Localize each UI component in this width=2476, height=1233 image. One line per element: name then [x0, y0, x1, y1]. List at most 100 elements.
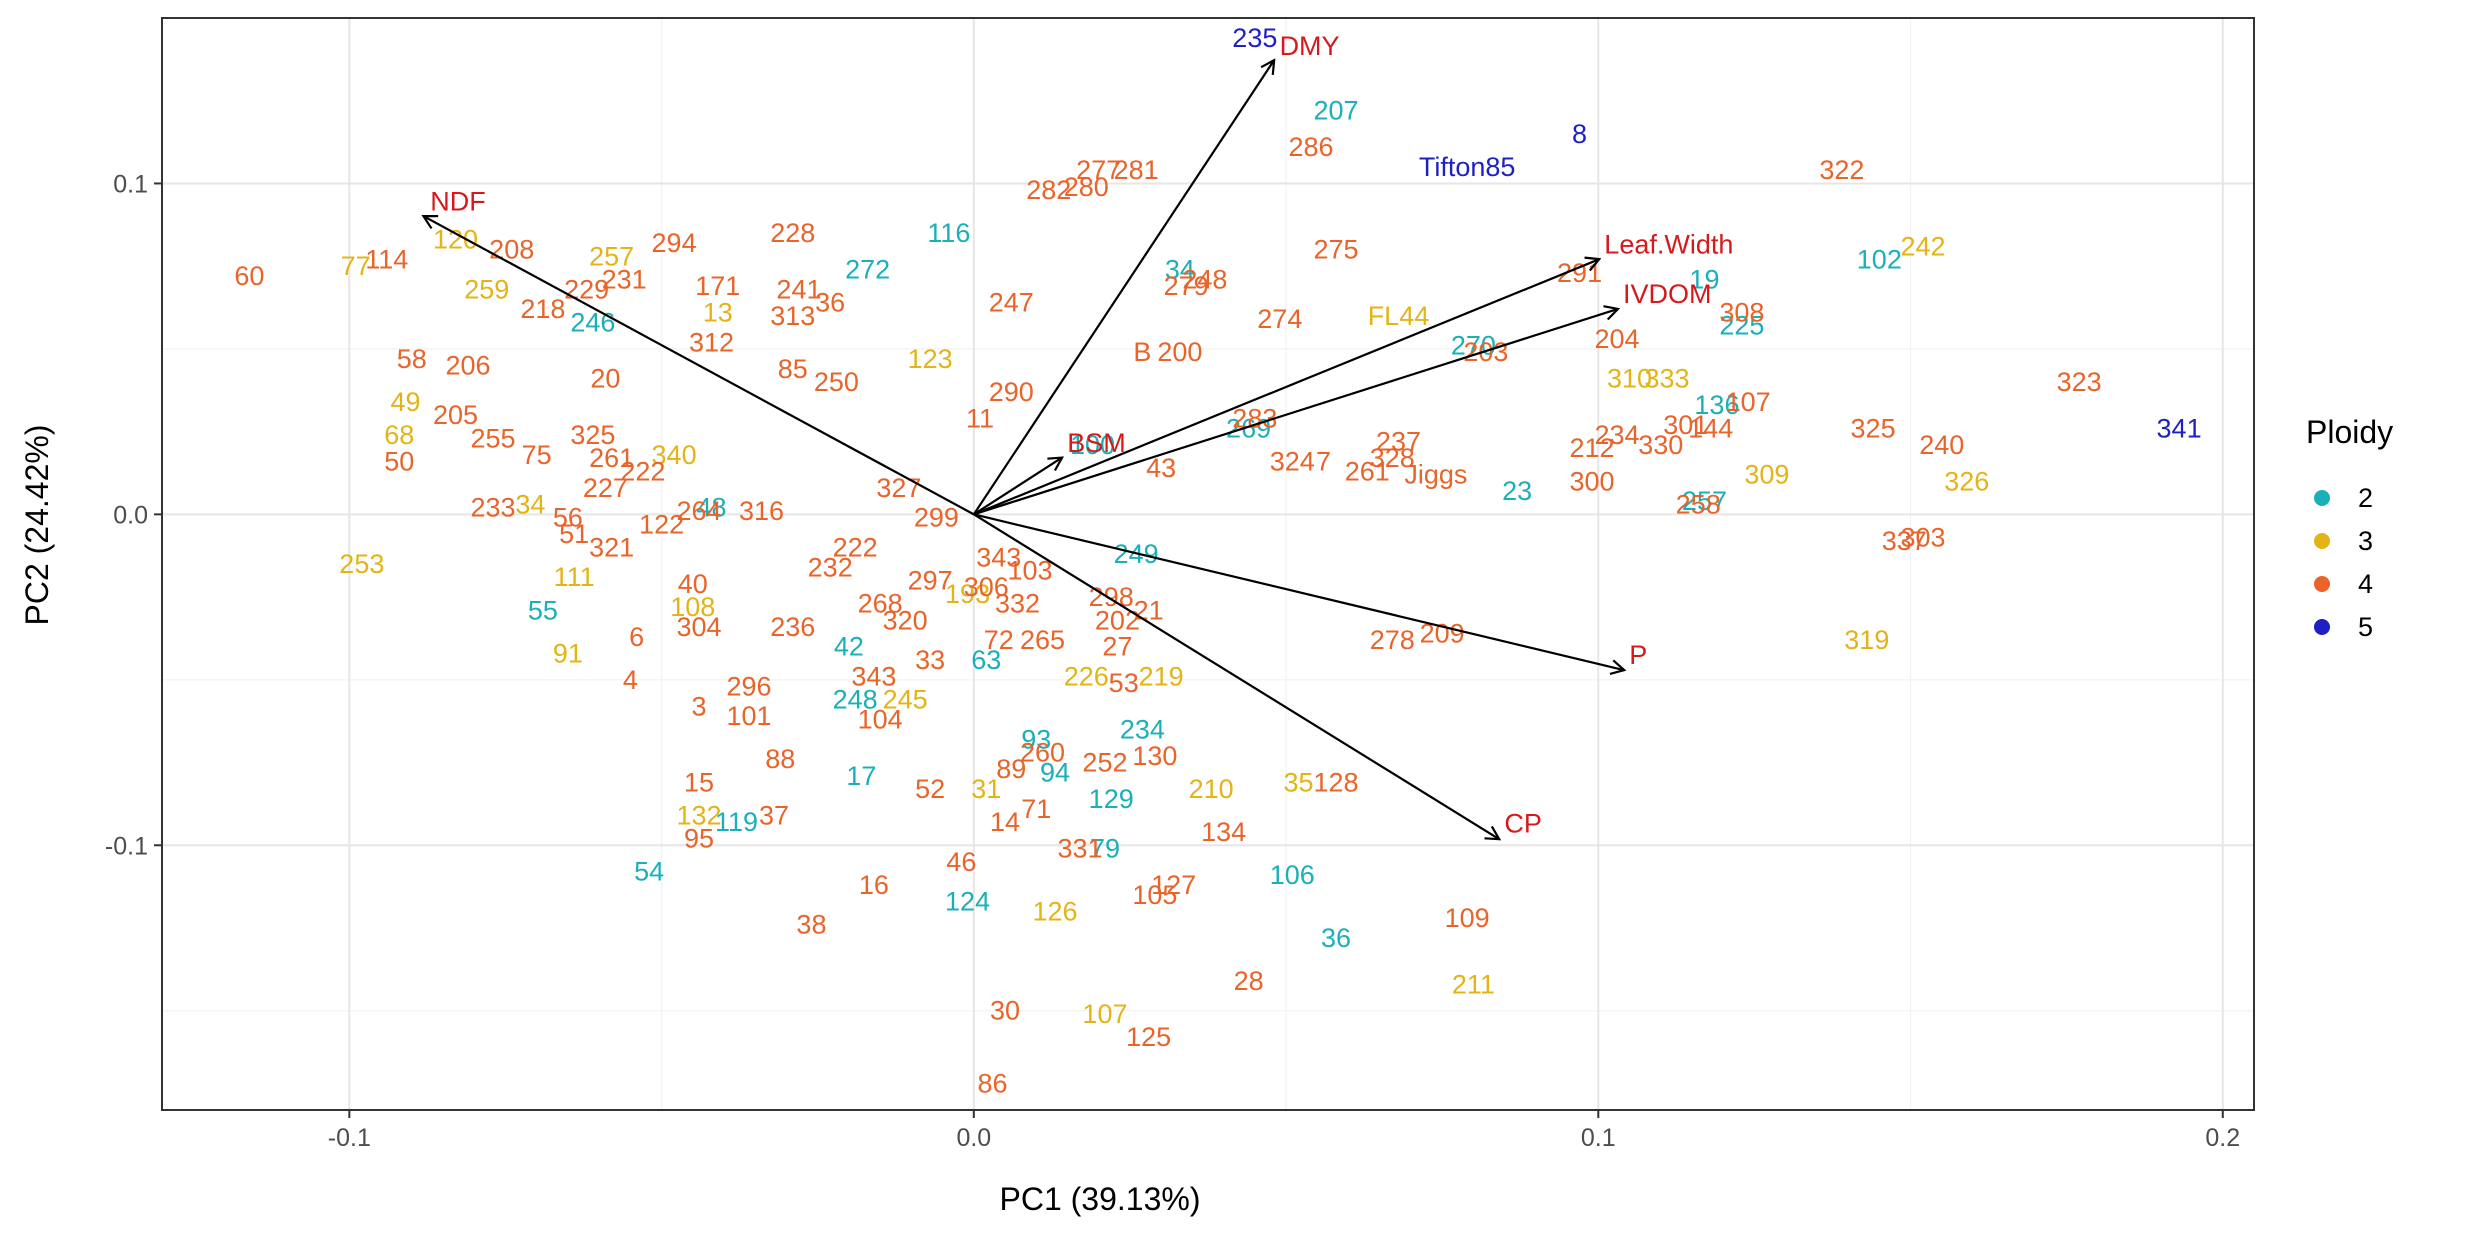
point-label: 280 [1064, 172, 1109, 202]
point-label: B [1133, 337, 1151, 367]
point-label: 119 [715, 807, 758, 837]
point-label: 116 [927, 218, 970, 248]
point-label: 259 [464, 274, 509, 304]
point-label: 328 [1370, 443, 1415, 473]
point-label: 94 [1040, 757, 1070, 787]
point-label: 111 [554, 562, 595, 592]
point-label: 253 [339, 549, 384, 579]
point-label: 17 [846, 761, 876, 791]
point-label: 48 [697, 493, 727, 523]
point-label: 30 [990, 996, 1020, 1026]
point-label: 260 [1020, 738, 1065, 768]
point-label: 129 [1089, 784, 1134, 814]
point-label: 71 [1021, 794, 1051, 824]
point-label: 298 [1089, 582, 1134, 612]
point-label: 343 [976, 542, 1021, 572]
y-tick-label: -0.1 [105, 832, 148, 860]
point-label: 237 [1376, 427, 1421, 457]
point-label: 257 [1682, 486, 1727, 516]
point-label: 11 [966, 403, 994, 433]
point-label: 333 [1644, 364, 1689, 394]
x-axis-ticks: -0.1 0.0 0.1 0.2 [328, 1110, 2240, 1152]
legend-swatch [2314, 533, 2330, 549]
point-label: 38 [796, 910, 826, 940]
point-label: 229 [564, 274, 609, 304]
point-label: 33 [915, 645, 945, 675]
point-label: 203 [1463, 337, 1508, 367]
point-label: 77 [341, 251, 371, 281]
legend-label: 4 [2358, 569, 2373, 599]
point-label: 272 [845, 254, 890, 284]
loading-vector-label: Leaf.Width [1604, 230, 1733, 260]
loading-vector-label: P [1629, 640, 1647, 670]
point-label: 228 [770, 218, 815, 248]
point-label: 16 [859, 870, 889, 900]
point-label: 257 [589, 241, 634, 271]
point-label: 332 [995, 589, 1040, 619]
point-label: 120 [433, 225, 478, 255]
point-label: 132 [677, 800, 722, 830]
point-label: 247 [989, 288, 1034, 318]
point-label: 294 [652, 228, 697, 258]
point-label: 42 [834, 632, 864, 662]
point-label: 21 [1134, 595, 1164, 625]
point-label: 286 [1289, 132, 1334, 162]
point-label: 275 [1313, 235, 1358, 265]
point-label: 54 [634, 857, 664, 887]
point-label: 222 [833, 532, 878, 562]
point-label: 134 [1201, 817, 1246, 847]
point-label: 91 [553, 638, 583, 668]
point-label: 343 [851, 662, 896, 692]
point-label: 268 [858, 589, 903, 619]
point-label: Jiggs [1404, 460, 1467, 490]
point-label: 55 [528, 595, 558, 625]
point-label: 274 [1257, 304, 1302, 334]
point-label: 106 [1270, 860, 1315, 890]
point-label: 331 [1057, 834, 1102, 864]
point-label: 320 [883, 605, 928, 635]
point-label: 248 [1182, 264, 1227, 294]
loading-vector-arrow [973, 513, 1499, 838]
point-label: 261 [589, 443, 634, 473]
point-label: 210 [1189, 774, 1234, 804]
point-label: 304 [677, 612, 722, 642]
point-label: 306 [964, 572, 1009, 602]
legend-swatch [2314, 490, 2330, 506]
point-label: 123 [908, 344, 953, 374]
point-label: 36 [1321, 923, 1351, 953]
point-label: 312 [689, 327, 734, 357]
point-label: 246 [570, 307, 615, 337]
point-label: 100 [1070, 430, 1115, 460]
point-label: 49 [391, 387, 421, 417]
point-label: 250 [814, 367, 859, 397]
point-label: 107 [1726, 387, 1771, 417]
point-label: 193 [945, 579, 990, 609]
point-label: 7 [1316, 446, 1331, 476]
point-label: 202 [1095, 605, 1140, 635]
point-label: 200 [1157, 337, 1202, 367]
point-label: 40 [678, 569, 708, 599]
point-label: 258 [1676, 489, 1721, 519]
legend-title: Ploidy [2306, 414, 2393, 450]
point-label: 279 [1164, 271, 1209, 301]
point-label: 330 [1638, 430, 1683, 460]
point-label: 337 [1882, 526, 1927, 556]
loading-vector-arrow [973, 260, 1598, 516]
loading-vector-arrow [973, 513, 1623, 670]
point-label: 127 [1151, 870, 1196, 900]
point-label: 105 [1132, 880, 1177, 910]
point-label: 14 [990, 807, 1020, 837]
point-label: 144 [1688, 413, 1733, 443]
point-label: 72 [984, 625, 1014, 655]
point-label: 8 [1572, 119, 1587, 149]
point-label: 211 [1452, 969, 1495, 999]
point-label: 264 [677, 496, 722, 526]
x-tick-label: -0.1 [328, 1124, 371, 1152]
point-label: 300 [1570, 466, 1615, 496]
point-label: 28 [1234, 966, 1264, 996]
point-label: 122 [639, 509, 684, 539]
point-label: 248 [833, 685, 878, 715]
point-label: 225 [1719, 311, 1764, 341]
point-label: 126 [1032, 896, 1077, 926]
